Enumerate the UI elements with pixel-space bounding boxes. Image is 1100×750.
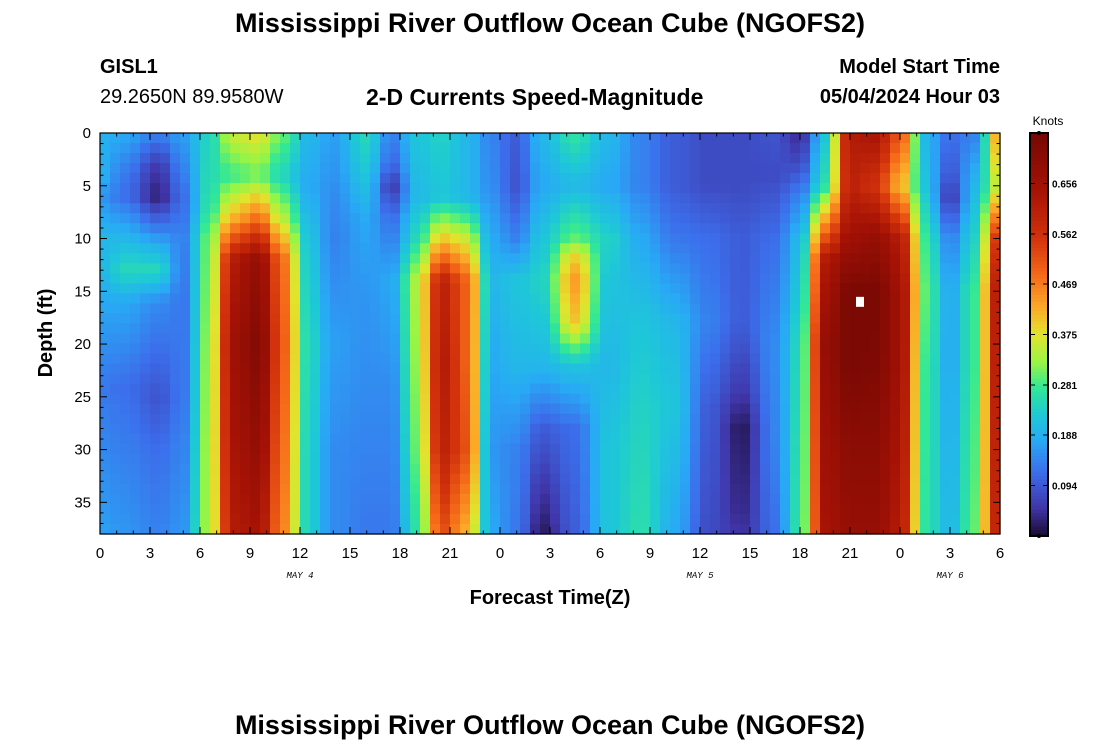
station-id: GISL1 [100, 56, 158, 78]
colorbar-tick-label: 0.656 [1052, 180, 1077, 191]
colorbar-tick-label: 0.281 [1052, 381, 1077, 392]
x-tick-label: 12 [292, 545, 309, 562]
model-start-label: Model Start Time [839, 56, 1000, 78]
y-tick-labels: 0 5 10 15 20 25 30 35 [74, 125, 91, 511]
x-tick-label: 3 [546, 545, 554, 562]
x-tick-label: 9 [646, 545, 654, 562]
y-tick-label: 35 [74, 494, 91, 511]
x-tick-label: 9 [246, 545, 254, 562]
y-tick-label: 0 [83, 125, 91, 142]
y-tick-label: 25 [74, 389, 91, 406]
x-tick-label: 6 [596, 545, 604, 562]
x-tick-label: 15 [342, 545, 359, 562]
heatmap-cells [100, 133, 1001, 535]
colorbar-tick-label: 0.562 [1052, 230, 1077, 241]
max-speed-marker [856, 296, 864, 307]
date-label: MAY 4 [286, 571, 313, 581]
colorbar-unit: Knots [1033, 114, 1064, 128]
x-tick-label: 0 [896, 545, 904, 562]
x-tick-labels: 0 3 6 9 12 15 18 21 0 3 6 9 12 15 18 21 0 3 6 [96, 545, 1004, 562]
colorbar-tick-label: 0.375 [1052, 331, 1077, 342]
y-axis-label: Depth (ft) [35, 289, 57, 378]
x-tick-label: 0 [496, 545, 504, 562]
y-tick-label: 30 [74, 442, 91, 459]
station-coords: 29.2650N 89.9580W [100, 86, 284, 108]
x-tick-label: 0 [96, 545, 104, 562]
x-tick-label: 6 [196, 545, 204, 562]
colorbar-tick-label: 0.188 [1052, 431, 1077, 442]
x-axis-label: Forecast Time(Z) [470, 587, 631, 609]
x-tick-label: 18 [792, 545, 809, 562]
date-labels: MAY 4 MAY 5 MAY 6 [286, 571, 964, 581]
axis-ticks [99, 132, 1001, 535]
x-tick-label: 18 [392, 545, 409, 562]
y-tick-label: 5 [83, 178, 91, 195]
date-label: MAY 6 [936, 571, 964, 581]
x-tick-label: 6 [996, 545, 1004, 562]
model-start-value: 05/04/2024 Hour 03 [819, 86, 1000, 108]
x-tick-label: 21 [442, 545, 459, 562]
x-tick-label: 3 [946, 545, 954, 562]
colorbar-tick-label: 0.469 [1052, 280, 1077, 291]
date-label: MAY 5 [686, 571, 714, 581]
x-tick-label: 21 [842, 545, 859, 562]
y-tick-label: 15 [74, 283, 91, 300]
page-title-top: Mississippi River Outflow Ocean Cube (NG… [234, 8, 866, 38]
colorbar [1029, 131, 1049, 538]
x-tick-label: 3 [146, 545, 154, 562]
colorbar-tick-labels: 0.094 0.188 0.281 0.375 0.469 0.562 0.656 [1052, 180, 1077, 493]
colorbar-tick-label: 0.094 [1052, 481, 1077, 492]
y-tick-label: 10 [74, 231, 91, 248]
page-title-bottom: Mississippi River Outflow Ocean Cube (NG… [234, 710, 866, 740]
x-tick-label: 12 [692, 545, 709, 562]
x-tick-label: 15 [742, 545, 759, 562]
product-title: 2-D Currents Speed-Magnitude [366, 84, 704, 110]
y-tick-label: 20 [74, 336, 91, 353]
